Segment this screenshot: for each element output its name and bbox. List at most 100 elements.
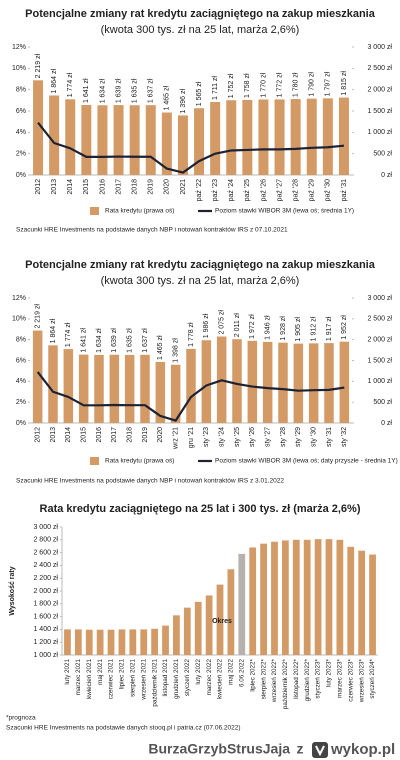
data-label: 1 905 zł: [295, 317, 302, 342]
bar: [48, 345, 58, 423]
y-tick-label: 1 200 zł: [33, 639, 58, 646]
data-label: 2 219 zł: [35, 304, 42, 329]
x-tick-label: 2012: [35, 427, 42, 443]
y2-tick-label: 1 500 zł: [367, 108, 392, 115]
legend-label: Rata kredytu (prawa oś): [105, 458, 174, 465]
line: [36, 371, 345, 422]
data-label: 1 565 zł: [196, 81, 203, 106]
data-label: 1 952 zł: [341, 315, 348, 340]
y2-tick-label: 1 000 zł: [367, 378, 392, 385]
bar: [303, 539, 311, 655]
bar: [232, 339, 242, 423]
x-tick-label: grudzień 2022*: [304, 658, 311, 701]
legend-label: Rata kredytu (prawa oś): [105, 208, 174, 215]
x-tick-label: 2018: [131, 179, 138, 195]
x-tick-label: 2013: [51, 179, 58, 195]
data-label: 1 946 zł: [265, 315, 272, 340]
data-label: 1 634 zł: [96, 328, 103, 353]
data-label: 1 912 zł: [311, 316, 318, 341]
legend-label: Poziom stawki WIBOR 3M (lewa oś; daty pr…: [215, 458, 398, 465]
x-tick-label: sty '30: [311, 427, 318, 447]
bar: [32, 330, 43, 423]
bar: [358, 550, 366, 655]
bar: [338, 97, 349, 175]
x-tick-label: paź '24: [228, 179, 235, 201]
bar: [339, 341, 350, 423]
bar: [293, 343, 304, 423]
bar: [113, 105, 124, 175]
data-label: 1 711 zł: [212, 76, 219, 100]
x-axis-title: Okres: [212, 618, 232, 625]
source-note: Szacunki HRE Investments na podstawie da…: [16, 478, 284, 485]
watermark-user: BurzaGrzybStrusJaja: [148, 741, 290, 757]
bar: [325, 539, 333, 655]
data-label: 1 398 zł: [173, 338, 180, 363]
bar: [226, 100, 237, 175]
bar: [282, 540, 289, 655]
bar: [151, 628, 158, 655]
x-tick-label: sty '27: [265, 427, 272, 447]
x-tick-label: 2018: [127, 427, 134, 443]
bar: [369, 554, 376, 655]
bar: [322, 98, 333, 175]
x-tick-label: sty '23: [203, 427, 210, 447]
legend-swatch: [90, 457, 99, 465]
bar: [129, 105, 140, 175]
bar: [81, 104, 92, 175]
y2-tick-label: 3 000 zł: [367, 295, 392, 302]
x-tick-label: listopad 2022*: [293, 658, 300, 698]
data-label: 1 637 zł: [142, 328, 149, 353]
bar: [145, 105, 156, 175]
x-tick-label: sty '31: [326, 427, 333, 447]
x-tick-label: 2016: [99, 179, 106, 195]
y-tick-label: 0%: [16, 172, 26, 179]
x-tick-label: kwiecień 2022: [217, 659, 224, 699]
x-tick-label: sty '29: [295, 427, 302, 447]
bar: [33, 80, 44, 175]
bar: [183, 607, 191, 655]
x-tick-label: październik 2021: [151, 659, 158, 707]
bar: [96, 629, 104, 655]
data-label: 2 075 zł: [219, 310, 226, 335]
data-label: 2 011 zł: [234, 313, 241, 337]
watermark-bar: [0, 738, 400, 760]
x-tick-label: 2017: [111, 427, 118, 443]
x-tick-label: sty '26: [249, 427, 256, 447]
bar: [324, 343, 334, 423]
y-tick-label: 6%: [16, 108, 26, 115]
y2-tick-label: 500 zł: [373, 399, 392, 406]
y2-tick-label: 1 000 zł: [367, 129, 392, 136]
x-tick-label: sierpień 2022*: [260, 658, 267, 699]
data-label: 1 774 zł: [65, 322, 72, 347]
bar: [173, 615, 180, 655]
x-tick-label: luty 2021: [64, 659, 71, 685]
bar: [186, 348, 196, 423]
x-tick-label: styczeń 2023*: [315, 658, 322, 698]
y-tick-label: 8%: [16, 337, 26, 344]
data-label: 1 639 zł: [111, 328, 118, 353]
bar: [74, 629, 82, 655]
bar: [227, 569, 235, 655]
x-tick-label: 2019: [142, 427, 149, 443]
x-tick-label: listopad 2021: [162, 659, 169, 697]
bar: [216, 584, 224, 655]
y-tick-label: 8%: [16, 87, 26, 94]
x-tick-label: 2020: [157, 427, 164, 443]
y-tick-label: 2 200 zł: [33, 575, 58, 582]
x-tick-label: 2014: [65, 427, 72, 443]
x-tick-label: sty '32: [341, 427, 348, 447]
data-label: 1 780 zł: [292, 72, 299, 97]
data-label: 2 219 zł: [35, 53, 42, 78]
y-tick-label: 4%: [16, 129, 26, 136]
x-tick-label: paź '30: [325, 179, 332, 201]
data-label: 1 635 zł: [131, 78, 138, 103]
y2-tick-label: 500 zł: [373, 151, 392, 158]
x-tick-label: czerwiec 2023*: [347, 658, 354, 701]
bar: [201, 340, 212, 423]
data-label: 1 972 zł: [249, 314, 256, 339]
bar: [78, 354, 89, 423]
bar: [177, 115, 188, 175]
x-tick-label: paź '29: [309, 179, 316, 201]
y-tick-label: 1 600 zł: [33, 613, 58, 620]
